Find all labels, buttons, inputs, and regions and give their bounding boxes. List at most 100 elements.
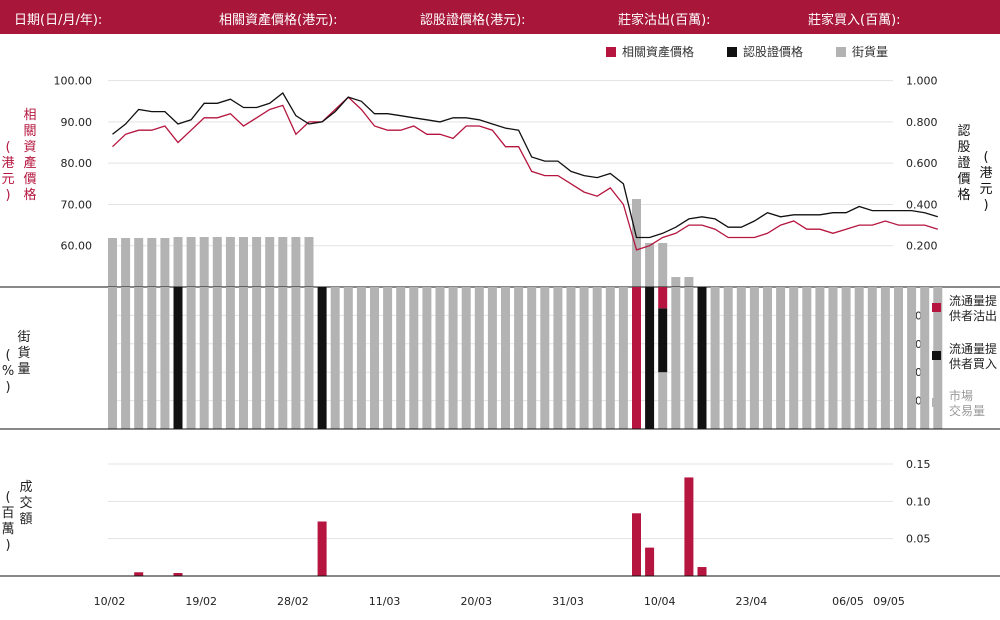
legend-lp-sell-swatch	[932, 303, 941, 312]
market-volume-bar	[160, 287, 170, 429]
turnover-bar	[317, 521, 327, 576]
market-volume-bar	[343, 287, 353, 429]
market-volume-bar	[487, 287, 497, 429]
turnover-bar	[173, 573, 183, 576]
market-volume-bar	[409, 287, 419, 429]
market-volume-bar	[225, 287, 235, 429]
market-volume-bar	[671, 287, 681, 429]
right-price-tick-label: 0.200	[906, 240, 938, 253]
volume-bar	[291, 237, 301, 287]
lp-buy-bar	[645, 287, 655, 429]
turnover-bar	[645, 547, 655, 576]
header-sell: 莊家沽出(百萬):	[618, 13, 711, 28]
market-volume-bar	[749, 287, 759, 429]
volume-bar	[199, 237, 209, 287]
lp-buy-bar	[317, 287, 327, 429]
volume-bar	[684, 277, 694, 287]
x-tick-label: 10/04	[644, 595, 676, 608]
market-volume-bar	[789, 287, 799, 429]
left-price-tick-label: 90.00	[61, 116, 93, 129]
market-volume-bar	[212, 287, 222, 429]
market-volume-bar	[383, 287, 393, 429]
x-tick-label: 11/03	[369, 595, 401, 608]
left-price-tick-label: 70.00	[61, 198, 93, 211]
market-volume-bar	[291, 287, 301, 429]
market-volume-bar	[514, 287, 524, 429]
market-volume-bar	[828, 287, 838, 429]
volume-bar	[225, 237, 235, 287]
turnover-bar	[697, 567, 707, 576]
market-volume-bar	[723, 287, 733, 429]
market-volume-bar	[147, 287, 157, 429]
header-date: 日期(日/月/年):	[14, 13, 103, 28]
market-volume-bars	[108, 287, 943, 429]
left-bottom-axis-label: 成交額	[19, 480, 33, 527]
volume-bar	[671, 277, 681, 287]
volume-bar	[121, 238, 131, 287]
market-volume-bar	[658, 372, 668, 429]
market-volume-bar	[854, 287, 864, 429]
x-tick-label: 10/02	[94, 595, 126, 608]
turnover-bars	[134, 477, 707, 576]
turnover-tick-label: 0.10	[906, 495, 931, 508]
market-volume-bar	[501, 287, 510, 429]
volume-bar	[134, 238, 144, 287]
left-price-tick-label: 80.00	[61, 157, 93, 170]
warrant-price-line	[112, 92, 938, 239]
market-volume-bar	[278, 287, 288, 429]
lp-sell-bar	[632, 287, 641, 429]
lp-sell-bar	[658, 287, 668, 309]
right-price-tick-label: 1.000	[906, 75, 938, 88]
market-volume-bar	[186, 287, 196, 429]
market-volume-bar	[553, 287, 563, 429]
market-volume-bar	[736, 287, 746, 429]
market-volume-bar	[265, 287, 275, 429]
left-mid-axis-label: 街貨量	[17, 330, 31, 377]
market-volume-bar	[199, 287, 209, 429]
volume-bar	[632, 199, 641, 287]
market-volume-bar	[540, 287, 550, 429]
market-volume-bar	[592, 287, 602, 429]
market-volume-bar	[252, 287, 262, 429]
volume-bar	[265, 237, 275, 287]
lp-buy-bar	[697, 287, 707, 429]
legend-market: 市場 交易量	[932, 389, 985, 419]
legend-market-swatch	[932, 398, 941, 407]
underlying-price-line	[112, 96, 938, 251]
legend-volume: 街貨量	[836, 43, 888, 60]
market-volume-bar	[108, 287, 117, 429]
header-underlying: 相關資產價格(港元):	[219, 13, 338, 28]
volume-bar	[212, 237, 222, 287]
x-tick-label: 20/03	[460, 595, 492, 608]
market-volume-bar	[356, 287, 366, 429]
x-tick-label: 31/03	[552, 595, 584, 608]
left-price-tick-label: 100.00	[54, 75, 93, 88]
volume-bar	[160, 238, 170, 287]
market-volume-bar	[684, 287, 694, 429]
volume-bar	[108, 238, 117, 287]
turnover-bar	[684, 477, 694, 576]
market-volume-bar	[370, 287, 379, 429]
market-volume-bar	[330, 287, 340, 429]
volume-bar	[186, 237, 196, 287]
market-volume-bar	[605, 287, 615, 429]
legend-underlying: 相關資產價格	[606, 43, 694, 60]
right-price-tick-label: 0.800	[906, 116, 938, 129]
x-tick-label: 28/02	[277, 595, 309, 608]
market-volume-bar	[880, 287, 890, 429]
market-volume-bar	[579, 287, 589, 429]
right-price-tick-label: 0.400	[906, 198, 938, 211]
market-volume-bar	[396, 287, 406, 429]
market-volume-bar	[422, 287, 432, 429]
left-top-axis-label: 相關資產價格	[23, 108, 37, 203]
turnover-tick-label: 0.15	[906, 458, 931, 471]
volume-bar	[658, 243, 668, 287]
market-volume-bar	[763, 287, 772, 429]
right-top-axis-unit: (港元)	[979, 150, 993, 213]
turnover-tick-label: 0.05	[906, 533, 931, 546]
market-volume-bar	[815, 287, 825, 429]
market-volume-bar	[304, 287, 314, 429]
lp-buy-bar	[173, 287, 183, 429]
market-volume-bar	[776, 287, 786, 429]
